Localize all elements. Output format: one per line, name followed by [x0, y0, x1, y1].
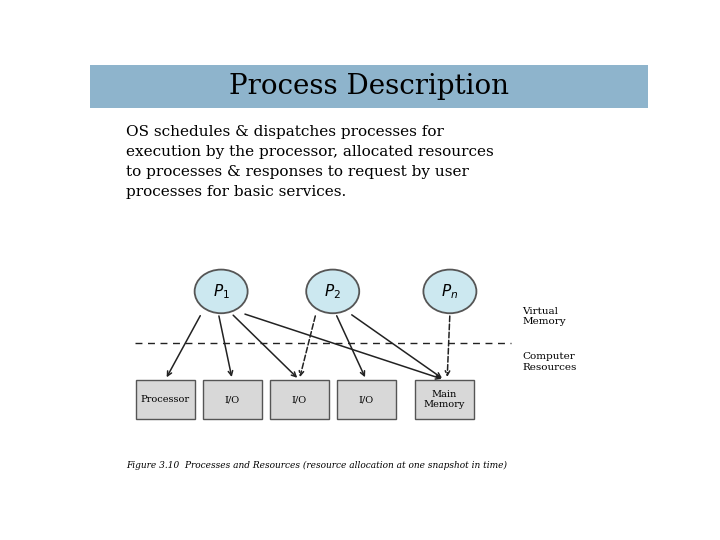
Ellipse shape [306, 269, 359, 313]
Text: I/O: I/O [225, 395, 240, 404]
Text: $P_n$: $P_n$ [441, 282, 459, 301]
FancyBboxPatch shape [415, 380, 474, 419]
Text: Virtual
Memory: Virtual Memory [523, 307, 566, 326]
FancyBboxPatch shape [90, 65, 648, 109]
Text: OS schedules & dispatches processes for
execution by the processor, allocated re: OS schedules & dispatches processes for … [126, 125, 494, 199]
FancyBboxPatch shape [136, 380, 194, 419]
FancyArrowPatch shape [337, 316, 364, 376]
FancyArrowPatch shape [219, 316, 233, 375]
Text: Process Description: Process Description [229, 73, 509, 100]
FancyArrowPatch shape [300, 316, 315, 375]
Ellipse shape [423, 269, 477, 313]
FancyArrowPatch shape [245, 314, 440, 379]
Text: I/O: I/O [292, 395, 307, 404]
Text: I/O: I/O [359, 395, 374, 404]
FancyArrowPatch shape [352, 315, 441, 377]
FancyArrowPatch shape [445, 316, 450, 375]
Text: $P_1$: $P_1$ [212, 282, 230, 301]
FancyBboxPatch shape [337, 380, 395, 419]
FancyArrowPatch shape [233, 315, 296, 376]
Text: Figure 3.10  Processes and Resources (resource allocation at one snapshot in tim: Figure 3.10 Processes and Resources (res… [126, 461, 508, 470]
FancyBboxPatch shape [203, 380, 261, 419]
Text: Computer
Resources: Computer Resources [523, 353, 577, 372]
Ellipse shape [194, 269, 248, 313]
Text: Processor: Processor [141, 395, 190, 404]
Text: $P_2$: $P_2$ [324, 282, 341, 301]
Text: Main
Memory: Main Memory [423, 390, 465, 409]
FancyArrowPatch shape [168, 316, 200, 376]
FancyBboxPatch shape [270, 380, 328, 419]
